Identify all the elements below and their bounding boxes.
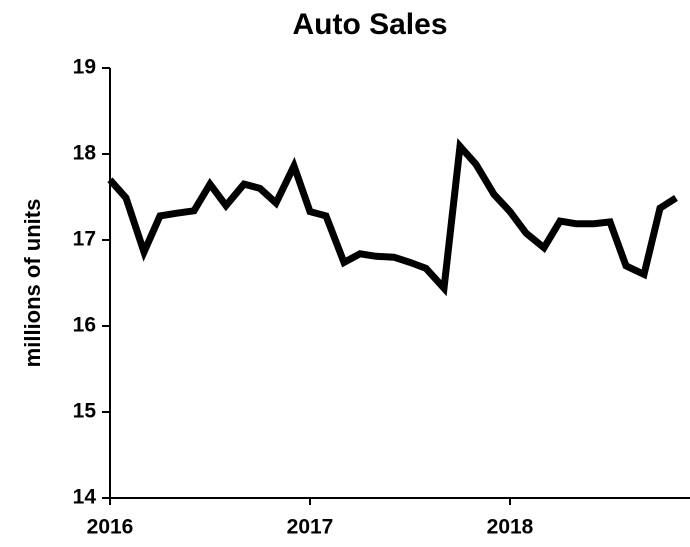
chart-title: Auto Sales — [292, 8, 447, 41]
y-tick-label: 18 — [73, 142, 97, 165]
y-tick-label: 17 — [73, 228, 96, 251]
line-series — [107, 138, 678, 297]
y-axis-label: millions of units — [20, 199, 45, 368]
y-tick-label: 15 — [73, 400, 97, 423]
y-tick-label: 19 — [73, 56, 96, 79]
x-tick-label: 2016 — [87, 516, 134, 539]
y-tick-label: 16 — [73, 314, 96, 337]
y-tick-label: 14 — [73, 486, 97, 509]
x-tick-label: 2018 — [487, 516, 534, 539]
x-tick-label: 2017 — [287, 516, 334, 539]
